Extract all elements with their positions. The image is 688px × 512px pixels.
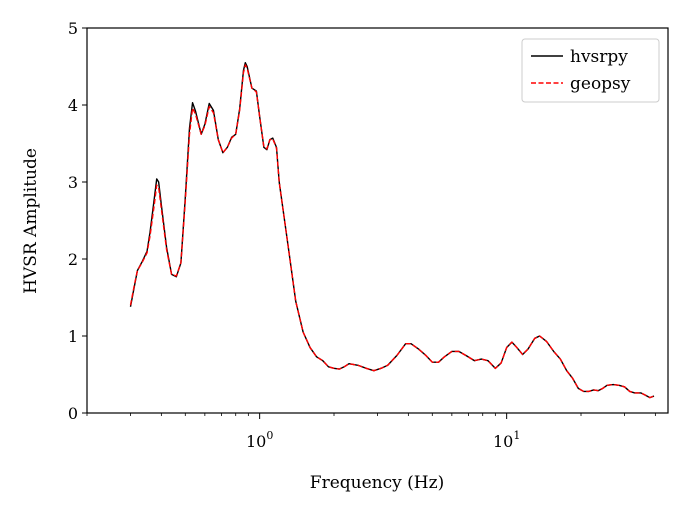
x-axis-label: Frequency (Hz) [310,473,444,493]
legend-label-geopsy: geopsy [570,74,631,94]
x-tick-label: 100 [246,429,273,451]
legend: hvsrpy geopsy [521,38,660,103]
y-tick-label: 0 [68,404,78,423]
y-tick-label: 5 [68,19,78,38]
series-line-geopsy [129,64,655,399]
y-tick-label: 2 [68,250,78,269]
series-layer [129,61,655,399]
legend-label-hvsrpy: hvsrpy [570,47,628,67]
y-tick-label: 3 [68,173,78,192]
legend-box [521,38,660,103]
x-axis: 100 101 [86,413,656,451]
y-axis: 0 1 2 3 4 5 [68,19,87,423]
x-tick-label: 101 [493,429,520,451]
y-axis-label: HVSR Amplitude [21,148,41,294]
y-tick-label: 4 [68,96,78,115]
y-tick-label: 1 [68,327,78,346]
